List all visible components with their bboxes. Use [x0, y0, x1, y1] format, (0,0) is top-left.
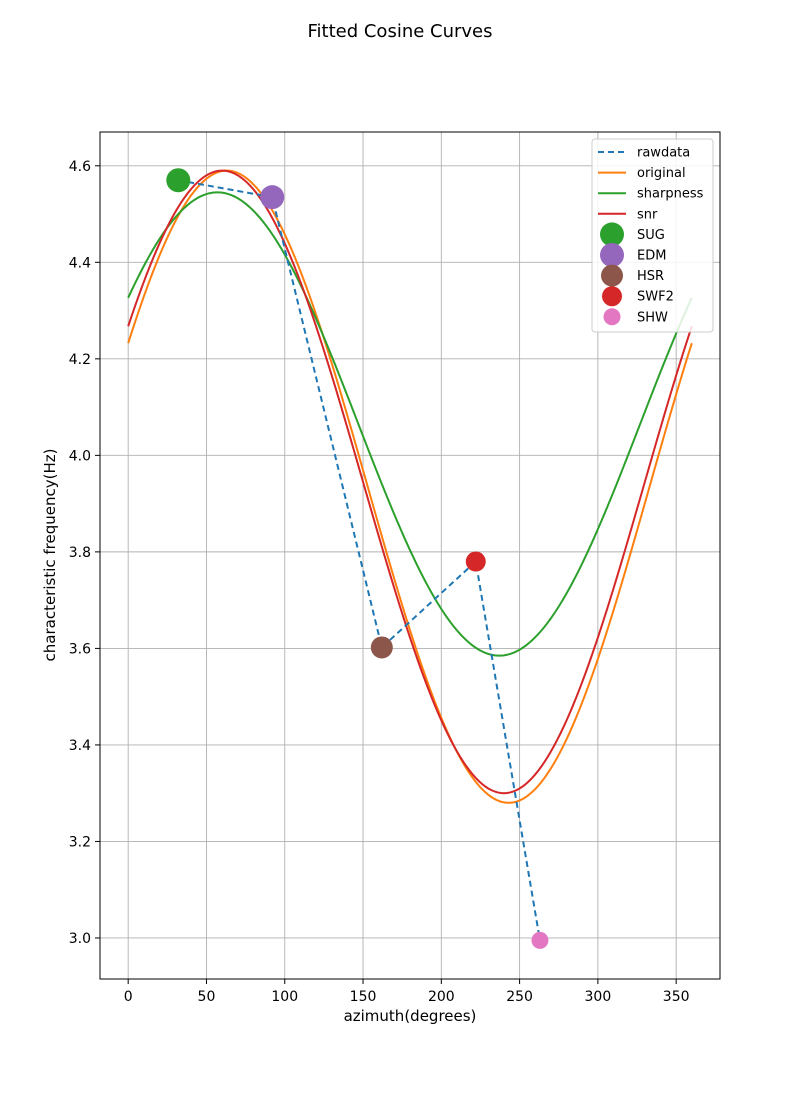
legend-label-original: original — [637, 166, 686, 181]
y-tick-label: 4.6 — [69, 159, 91, 175]
fitted-curves — [127, 169, 693, 804]
marker-swf2 — [465, 551, 486, 572]
marker-shw — [531, 931, 549, 949]
y-tick-label: 4.4 — [69, 255, 91, 271]
snr-curve — [127, 169, 693, 795]
legend-swatch-sug — [600, 222, 624, 247]
legend-swatch-shw — [603, 308, 621, 326]
legend-swatch-hsr — [601, 264, 623, 287]
y-tick-label: 3.0 — [69, 931, 91, 947]
rawdata-series — [178, 179, 541, 941]
plot-frame — [99, 131, 721, 980]
legend-swatch-swf2 — [602, 286, 622, 307]
legend-label-rawdata: rawdata — [637, 146, 690, 161]
marker-sug — [166, 168, 191, 193]
y-tick-label: 3.2 — [69, 834, 91, 850]
y-tick-label: 3.4 — [69, 738, 91, 754]
legend-label-swf2: SWF2 — [637, 290, 674, 305]
legend-label-hsr: HSR — [637, 269, 664, 284]
legend-box — [591, 138, 714, 333]
y-axis-label: characteristic frequency(Hz) — [41, 449, 59, 662]
legend-label-sug: SUG — [637, 228, 665, 243]
x-tick-label: 0 — [124, 989, 133, 1005]
x-axis-label: azimuth(degrees) — [344, 1007, 477, 1025]
x-tick-label: 250 — [506, 989, 533, 1005]
legend-swatch-edm — [600, 243, 624, 267]
x-tick-label: 50 — [198, 989, 216, 1005]
sharpness-curve — [127, 191, 693, 657]
station-markers — [166, 168, 549, 949]
rawdata-line — [178, 179, 541, 941]
y-tick-label: 4.2 — [69, 352, 91, 368]
chart-title: Fitted Cosine Curves — [307, 21, 492, 42]
y-tick-label: 3.8 — [69, 545, 91, 561]
x-tick-label: 350 — [663, 989, 690, 1005]
y-tick-label: 3.6 — [69, 641, 91, 657]
x-tick-label: 200 — [428, 989, 455, 1005]
marker-hsr — [370, 636, 393, 659]
x-tick-label: 150 — [350, 989, 377, 1005]
legend-label-sharpness: sharpness — [637, 187, 704, 202]
x-tick-label: 100 — [271, 989, 298, 1005]
legend-label-shw: SHW — [637, 310, 668, 325]
x-tick-label: 300 — [585, 989, 612, 1005]
legend: rawdata original sharpness snr SUG EDM HSR SWF2… — [591, 138, 714, 333]
axis-ticks: 0 50 100 150 200 250 300 350 3.0 3.2 3.4 3.6 3.8 4.0 4… — [69, 159, 690, 1005]
legend-label-snr: snr — [637, 207, 658, 222]
y-tick-label: 4.0 — [69, 448, 91, 464]
legend-label-edm: EDM — [637, 249, 666, 264]
marker-edm — [260, 185, 285, 210]
